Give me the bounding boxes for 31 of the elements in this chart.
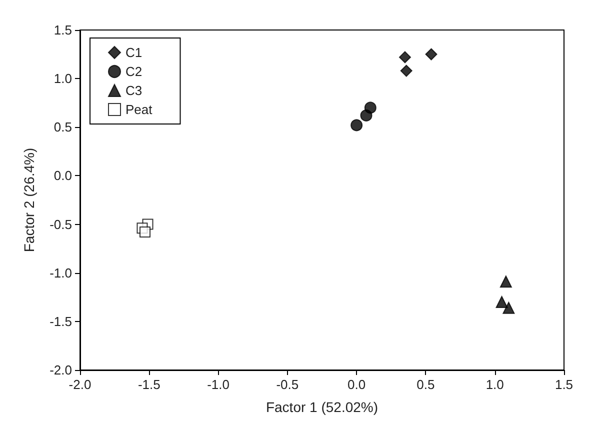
point: [364, 102, 376, 114]
x-tick-label: 0.5: [416, 377, 435, 392]
x-tick-label: -0.5: [276, 377, 299, 392]
x-tick-label: 0.0: [348, 377, 366, 392]
point: [400, 64, 412, 77]
x-tick-label: -1.0: [207, 377, 230, 392]
y-tick-label: -1.0: [50, 265, 72, 280]
point: [500, 276, 512, 288]
legend-label: C1: [126, 45, 142, 60]
point: [398, 51, 411, 64]
x-tick-label: 1.5: [554, 377, 574, 392]
point: [502, 302, 515, 314]
y-tick-label: -2.0: [50, 362, 72, 378]
legend-label: Peat: [126, 102, 153, 117]
y-tick-label: -0.5: [50, 216, 72, 232]
point: [139, 226, 150, 238]
y-tick-label: 0.5: [54, 120, 72, 135]
y-tick-label: 1.5: [54, 22, 72, 38]
x-tick-label: -2.0: [68, 377, 92, 392]
x-axis-title: Factor 1 (52.02%): [266, 399, 378, 415]
x-tick-label: -1.5: [138, 377, 160, 392]
point: [425, 48, 438, 60]
y-tick-label: 1.0: [54, 71, 72, 86]
point: [496, 296, 508, 308]
x-tick-label: 1.0: [486, 377, 504, 392]
y-tick-label: 0.0: [54, 168, 72, 184]
y-axis-title: Factor 2 (26.4%): [21, 148, 37, 252]
legend-label: C2: [126, 64, 142, 79]
y-tick-label: -1.5: [50, 314, 72, 329]
point: [350, 119, 363, 132]
legend-label: C3: [126, 83, 142, 98]
